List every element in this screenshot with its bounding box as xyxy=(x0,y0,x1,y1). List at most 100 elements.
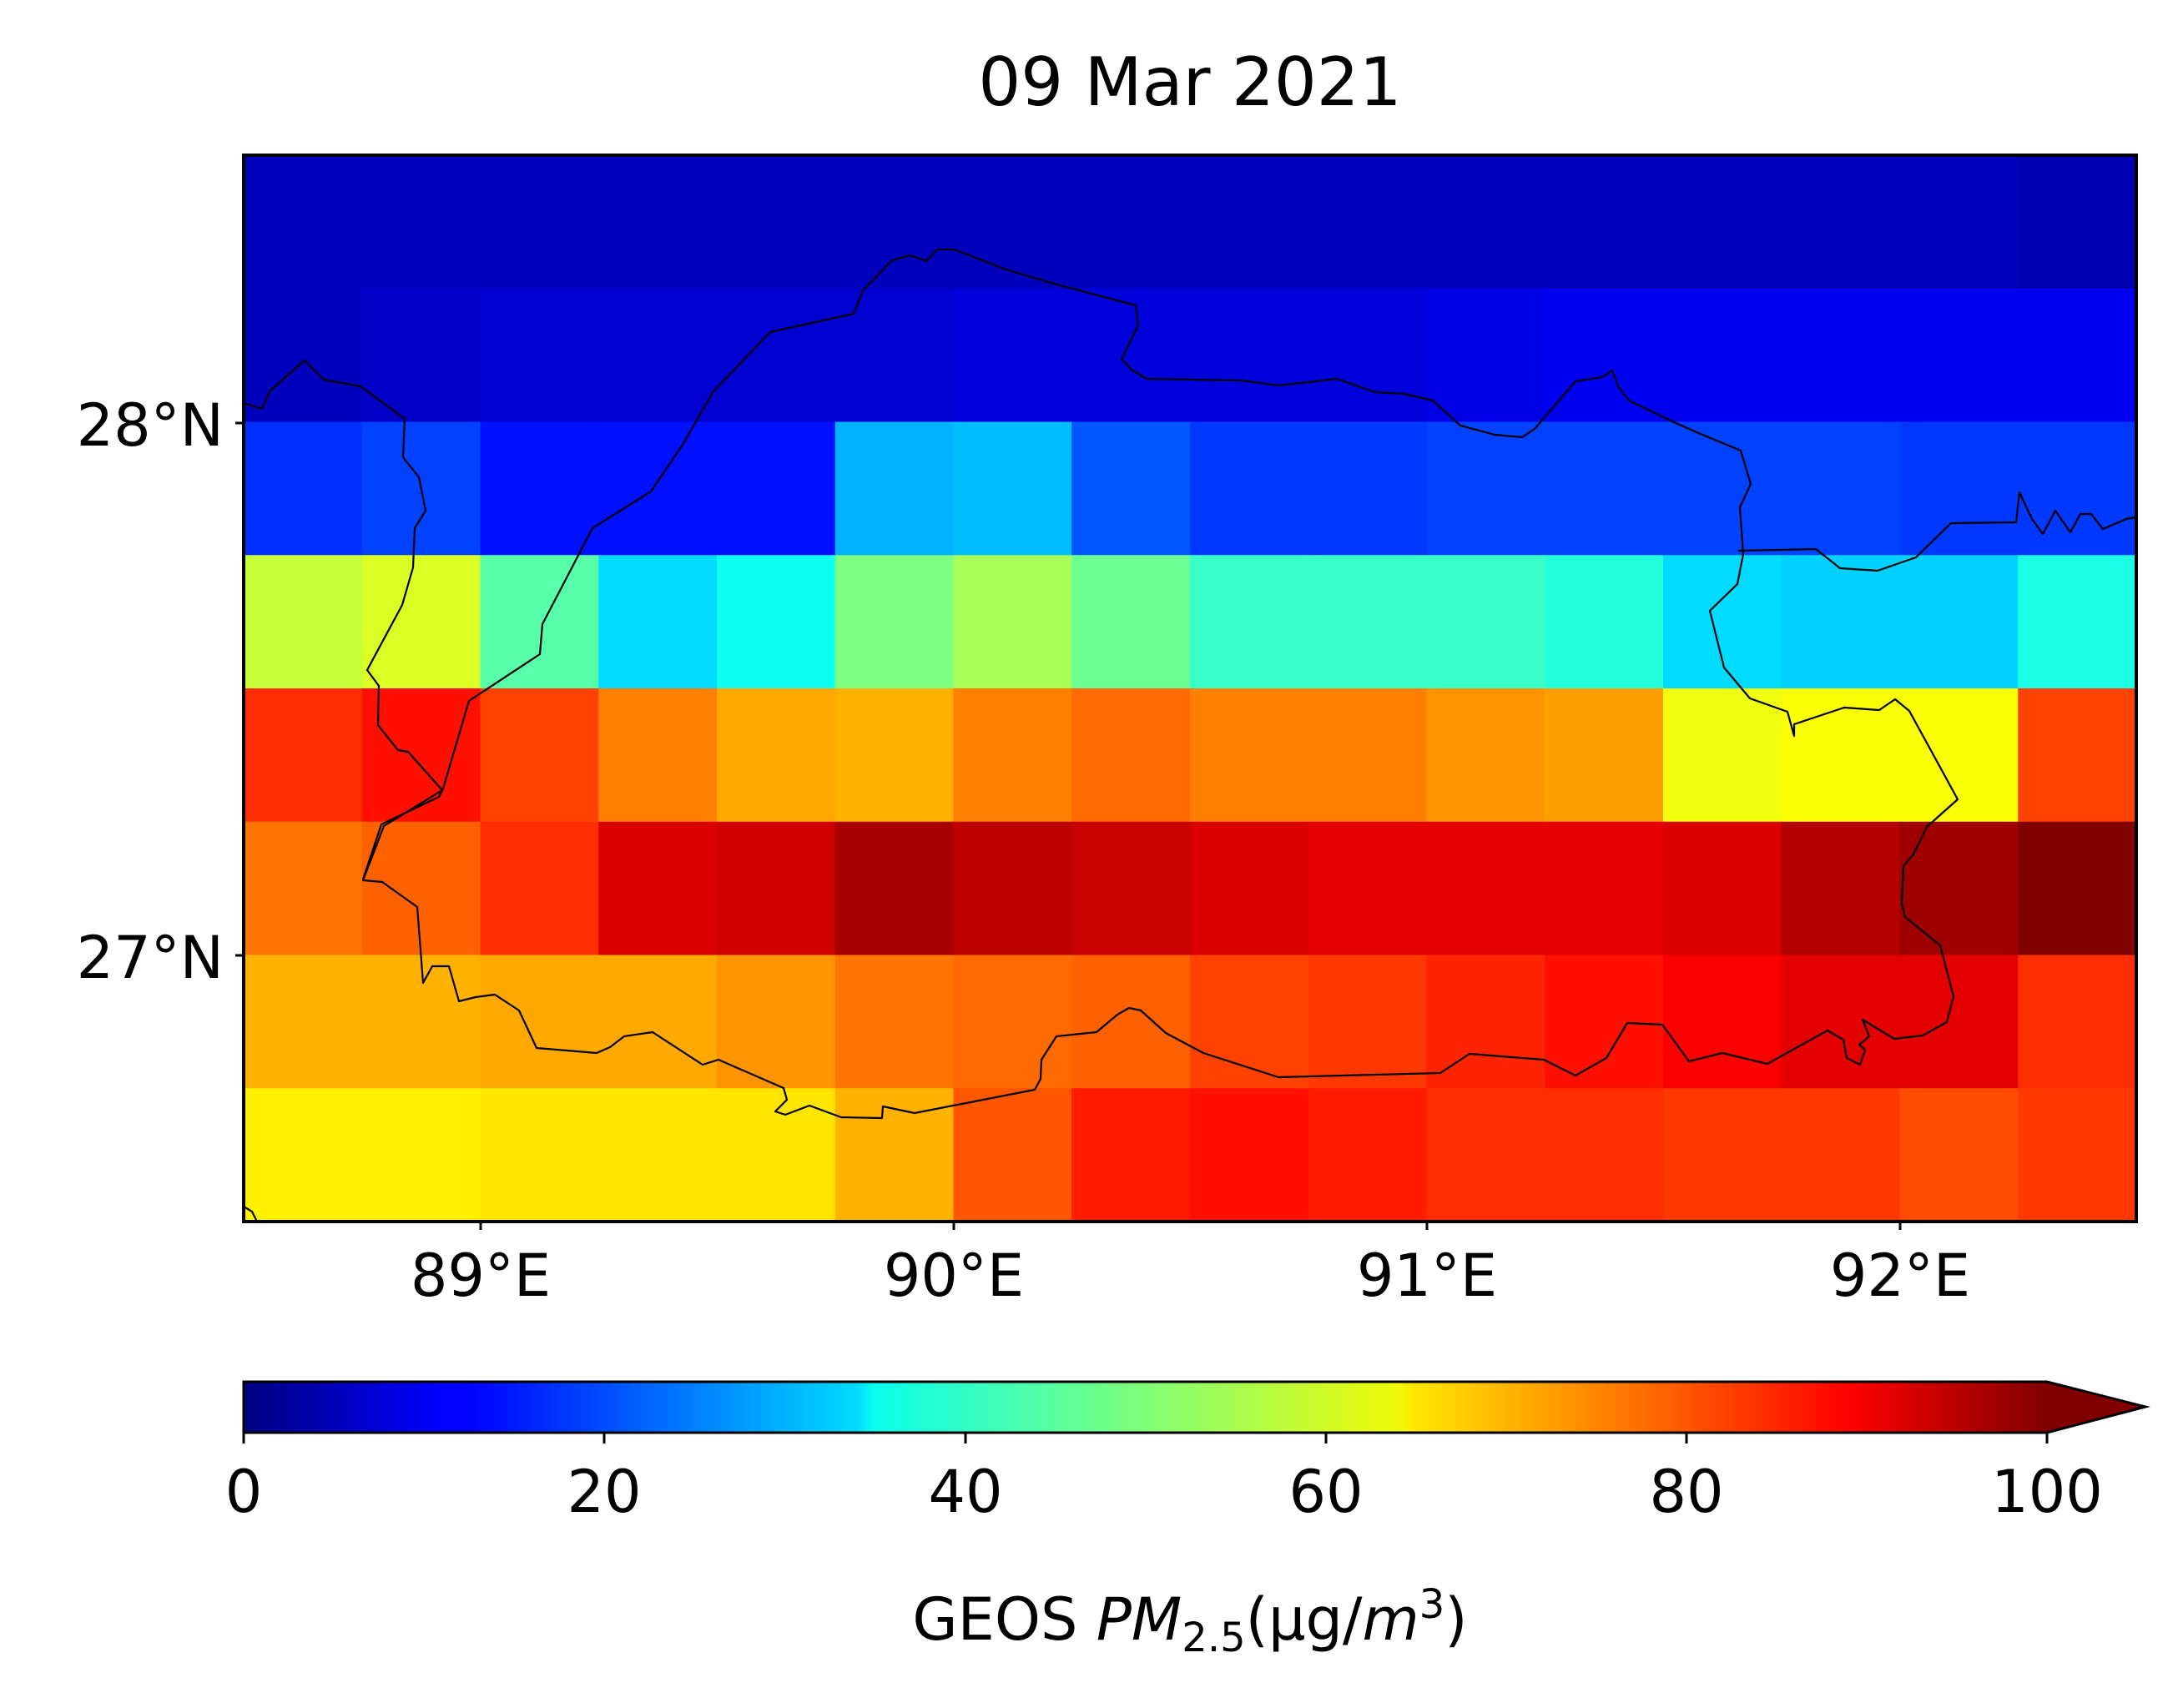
grid-cell xyxy=(1545,155,1664,290)
grid-cell xyxy=(1899,288,2019,423)
grid-cell xyxy=(361,155,481,290)
grid-cell xyxy=(834,1088,955,1222)
colorbar-label: GEOS PM2.5(μg/m3) xyxy=(912,1581,1467,1661)
grid-cell xyxy=(1545,688,1664,823)
grid-cell xyxy=(1545,288,1664,423)
grid-cell xyxy=(1663,288,1782,423)
x-axis: 89°E 90°E 91°E 92°E xyxy=(411,1222,1970,1310)
grid-cell xyxy=(1663,955,1782,1089)
grid-cell xyxy=(1663,421,1782,556)
grid-cell xyxy=(361,555,481,689)
grid-cell xyxy=(1426,555,1545,689)
grid-cell xyxy=(717,688,836,823)
grid-cell xyxy=(1545,1088,1664,1222)
grid-cell xyxy=(1308,821,1428,956)
map-frame xyxy=(242,154,2138,1223)
grid-cell xyxy=(244,821,363,956)
grid-cell xyxy=(2018,955,2136,1089)
grid-cell xyxy=(717,288,836,423)
grid-cell xyxy=(953,821,1072,956)
colorbar-tick-label: 40 xyxy=(928,1458,1002,1526)
colorbar-tick-label: 60 xyxy=(1288,1458,1363,1526)
grid-cell xyxy=(480,555,599,689)
grid-cell xyxy=(2018,1088,2136,1222)
grid-cell xyxy=(953,155,1072,290)
colorbar-label-unit-var: m xyxy=(1363,1585,1419,1654)
grid-cell xyxy=(244,688,363,823)
grid-cell xyxy=(1545,955,1664,1089)
colorbar-outline xyxy=(242,1380,2150,1434)
grid-cell xyxy=(1781,421,1901,556)
grid-cell xyxy=(1899,821,2019,956)
grid-cell xyxy=(834,821,955,956)
grid-cell xyxy=(2018,555,2136,689)
grid-cell xyxy=(834,421,955,556)
grid-cell xyxy=(480,288,599,423)
grid-cell xyxy=(480,421,599,556)
grid-cell xyxy=(1426,288,1545,423)
colorbar-extend-arrow xyxy=(2047,1382,2145,1433)
grid-cell xyxy=(1545,421,1664,556)
x-tick-label: 91°E xyxy=(1357,1242,1497,1310)
grid-cell xyxy=(1545,555,1664,689)
grid-cell xyxy=(480,955,599,1089)
grid-cell xyxy=(1308,421,1428,556)
grid-cell xyxy=(1781,688,1901,823)
grid-cell xyxy=(1308,1088,1428,1222)
map-title: 09 Mar 2021 xyxy=(978,43,1401,121)
pm25-grid xyxy=(244,155,2136,1222)
grid-cell xyxy=(1190,1088,1309,1222)
x-tick-label: 92°E xyxy=(1830,1242,1970,1310)
grid-cell xyxy=(1899,955,2019,1089)
colorbar-tick-label: 0 xyxy=(225,1458,263,1526)
grid-cell xyxy=(1190,555,1309,689)
grid-cell xyxy=(1071,288,1191,423)
grid-cell xyxy=(598,288,718,423)
country-border-sw-corner xyxy=(244,1206,258,1222)
grid-cell xyxy=(1308,955,1428,1089)
grid-cell xyxy=(1426,421,1545,556)
grid-cell xyxy=(953,688,1072,823)
grid-cell xyxy=(1545,821,1664,956)
grid-cell xyxy=(2018,288,2136,423)
grid-cell xyxy=(717,821,836,956)
grid-cell xyxy=(244,555,363,689)
y-tick-label: 27°N xyxy=(77,924,224,992)
grid-cell xyxy=(1071,1088,1191,1222)
grid-cell xyxy=(1781,955,1901,1089)
colorbar-label-superscript: 3 xyxy=(1419,1581,1445,1628)
grid-cell xyxy=(717,955,836,1089)
grid-cell xyxy=(1190,955,1309,1089)
country-border xyxy=(244,248,1959,1120)
grid-cell xyxy=(598,955,718,1089)
grid-cell xyxy=(244,288,363,423)
grid-cell xyxy=(1663,688,1782,823)
grid-cell xyxy=(1781,555,1901,689)
grid-cell xyxy=(1190,288,1309,423)
grid-cell xyxy=(1899,1088,2019,1222)
grid-cell xyxy=(1190,421,1309,556)
colorbar-tick-label: 20 xyxy=(567,1458,641,1526)
grid-cell xyxy=(1663,555,1782,689)
grid-cell xyxy=(480,1088,599,1222)
grid-cell xyxy=(1899,421,2019,556)
grid-cell xyxy=(1308,688,1428,823)
grid-cell xyxy=(1308,155,1428,290)
grid-cell xyxy=(2018,688,2136,823)
grid-cell xyxy=(717,421,836,556)
grid-cell xyxy=(1308,555,1428,689)
grid-cell xyxy=(598,421,718,556)
grid-cell xyxy=(1071,155,1191,290)
grid-cell xyxy=(244,1088,363,1222)
grid-cell xyxy=(361,688,481,823)
grid-cell xyxy=(598,1088,718,1222)
grid-cell xyxy=(361,288,481,423)
grid-cell xyxy=(717,155,836,290)
grid-cell xyxy=(480,155,599,290)
country-border-east xyxy=(1737,491,2136,572)
grid-cell xyxy=(834,288,955,423)
grid-cell xyxy=(2018,421,2136,556)
grid-cell xyxy=(480,821,599,956)
grid-cell xyxy=(834,955,955,1089)
